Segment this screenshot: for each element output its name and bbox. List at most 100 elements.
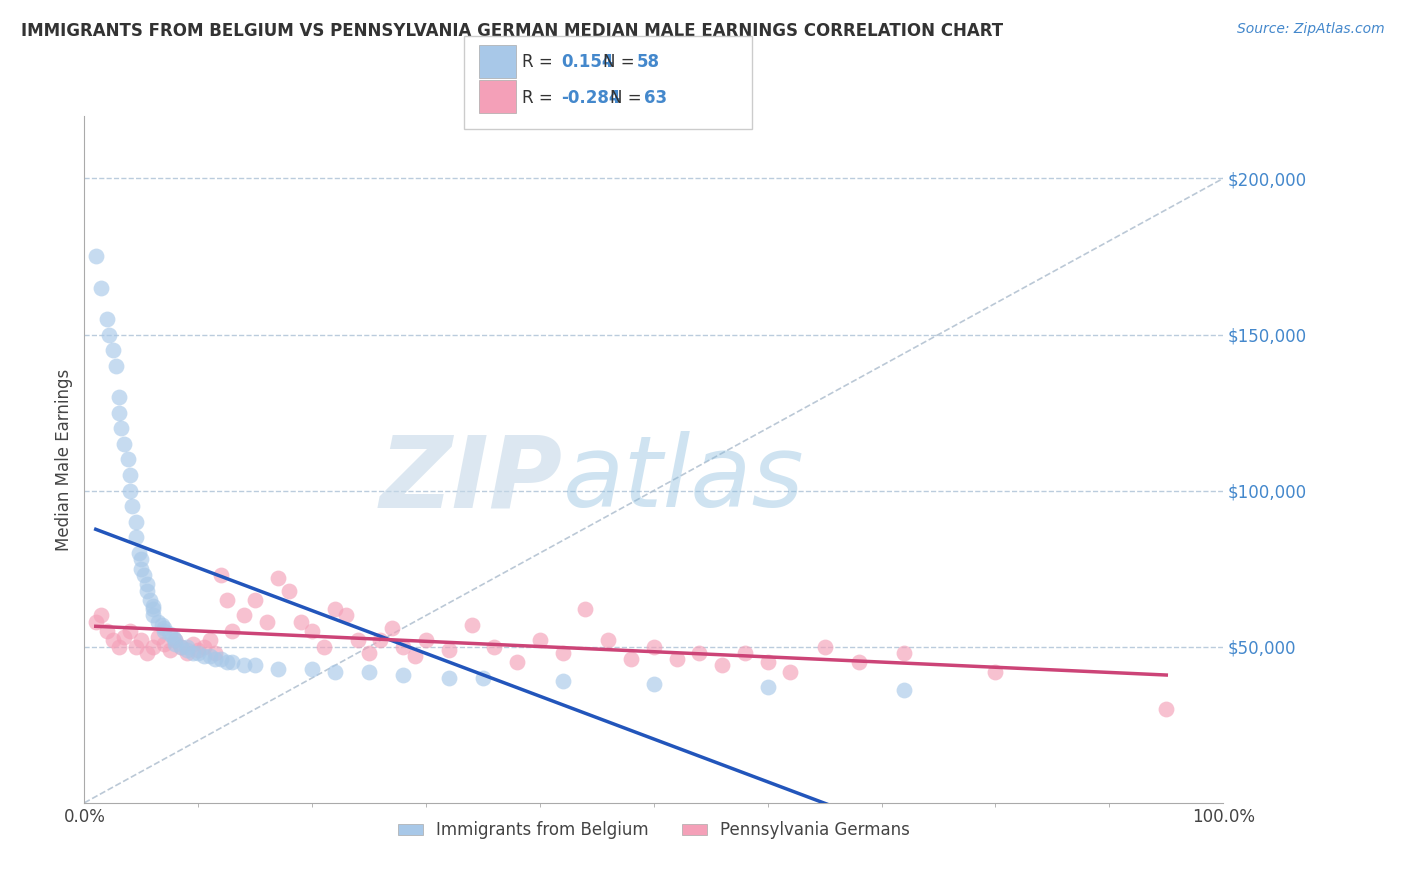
Point (142, 640, 165, 654)
Point (84, 250, 107, 264)
Point (84, 615, 107, 629)
Point (370, 633, 392, 648)
Point (159, 642, 181, 657)
Point (392, 667, 415, 681)
Point (96, 312, 118, 326)
Point (359, 665, 381, 679)
Point (359, 646, 381, 660)
Point (711, 658, 734, 673)
Point (415, 633, 437, 648)
Point (245, 592, 267, 607)
Point (136, 646, 159, 660)
Point (139, 592, 162, 607)
Text: ZIP: ZIP (380, 432, 562, 528)
Point (437, 642, 460, 657)
Point (121, 500, 143, 514)
Point (204, 646, 226, 660)
Point (301, 624, 323, 639)
Point (643, 677, 665, 691)
Point (170, 640, 193, 654)
Point (150, 617, 173, 632)
Point (159, 627, 181, 641)
Point (204, 652, 226, 666)
Point (136, 583, 159, 598)
Point (148, 615, 170, 629)
Point (90, 281, 112, 295)
Text: 63: 63 (644, 89, 666, 107)
Point (124, 640, 146, 654)
Point (118, 467, 141, 482)
Point (170, 640, 193, 654)
Point (574, 602, 596, 616)
Point (187, 642, 209, 657)
Point (267, 571, 290, 585)
Point (290, 615, 312, 629)
Point (176, 640, 198, 654)
Point (256, 615, 278, 629)
Point (193, 649, 215, 664)
Point (165, 633, 187, 648)
Point (529, 633, 551, 648)
Point (620, 652, 643, 666)
Legend: Immigrants from Belgium, Pennsylvania Germans: Immigrants from Belgium, Pennsylvania Ge… (391, 814, 917, 846)
Point (984, 665, 1007, 679)
Point (848, 655, 870, 669)
Point (893, 646, 915, 660)
Y-axis label: Median Male Earnings: Median Male Earnings (55, 368, 73, 550)
Point (506, 655, 529, 669)
Point (381, 621, 404, 635)
Point (198, 649, 221, 664)
Point (215, 592, 238, 607)
Point (131, 633, 153, 648)
Point (181, 637, 204, 651)
Point (209, 568, 232, 582)
Point (437, 671, 460, 685)
Point (112, 436, 135, 450)
Point (232, 658, 254, 673)
Point (814, 640, 837, 654)
Point (232, 608, 254, 623)
Point (176, 646, 198, 660)
Text: R =: R = (522, 89, 558, 107)
Point (112, 630, 135, 644)
Point (278, 583, 301, 598)
Text: Source: ZipAtlas.com: Source: ZipAtlas.com (1237, 22, 1385, 37)
Point (688, 646, 710, 660)
Point (551, 674, 574, 689)
Point (209, 652, 232, 666)
Point (779, 665, 801, 679)
Point (118, 624, 141, 639)
Point (105, 359, 128, 373)
Point (90, 608, 112, 623)
Point (301, 662, 323, 676)
Point (136, 577, 159, 591)
Text: N =: N = (603, 54, 640, 71)
Text: IMMIGRANTS FROM BELGIUM VS PENNSYLVANIA GERMAN MEDIAN MALE EARNINGS CORRELATION : IMMIGRANTS FROM BELGIUM VS PENNSYLVANIA … (21, 22, 1004, 40)
Point (472, 671, 495, 685)
Point (148, 630, 170, 644)
Point (484, 640, 506, 654)
Point (96, 624, 118, 639)
Point (267, 662, 290, 676)
Point (131, 552, 153, 566)
Point (346, 633, 368, 648)
Point (107, 640, 129, 654)
Point (392, 640, 415, 654)
Point (460, 617, 482, 632)
Point (404, 649, 426, 664)
Point (312, 640, 335, 654)
Point (153, 624, 176, 639)
Point (124, 515, 146, 529)
Text: N =: N = (610, 89, 647, 107)
Point (153, 637, 176, 651)
Point (110, 421, 132, 435)
Point (756, 655, 779, 669)
Point (1156, 702, 1178, 716)
Point (118, 483, 141, 498)
Point (131, 562, 153, 576)
Point (893, 683, 915, 698)
Point (665, 652, 688, 666)
Point (107, 405, 129, 420)
Point (598, 633, 620, 648)
Point (165, 637, 187, 651)
